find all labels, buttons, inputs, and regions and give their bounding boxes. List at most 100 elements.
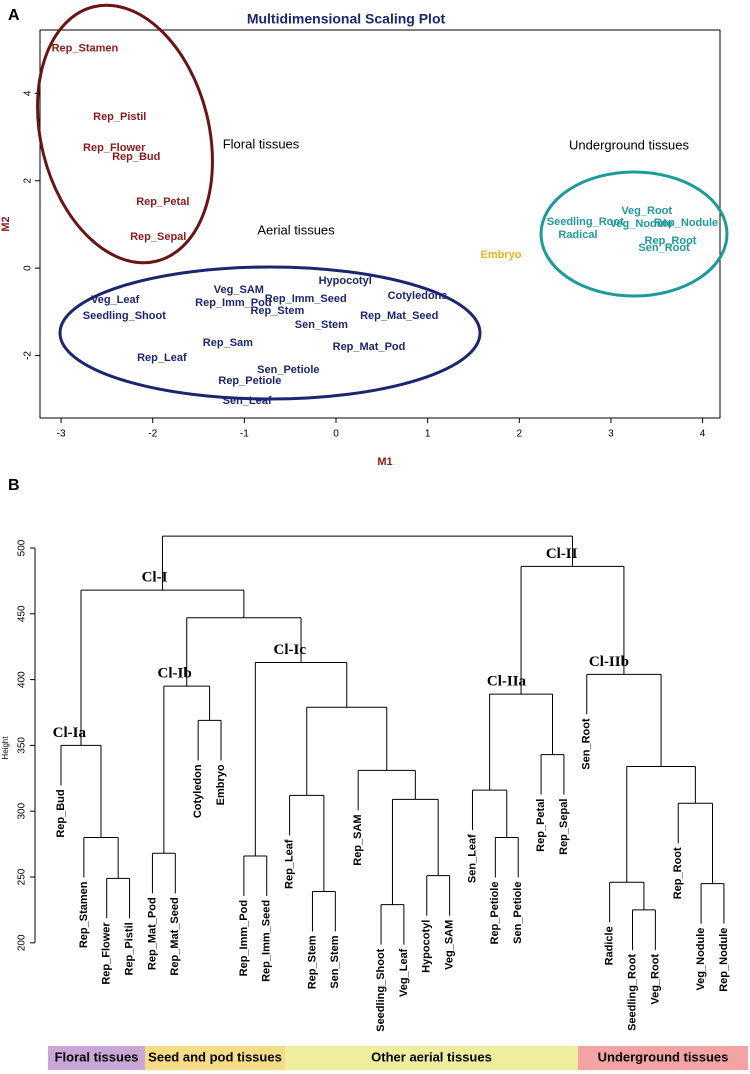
leaf-label: Sen_Root — [581, 718, 593, 770]
cluster-label: Cl-Ib — [158, 666, 192, 682]
point-label: Seedling_Root — [547, 216, 624, 228]
leaf-label: Veg_Nodule — [695, 928, 707, 991]
y-tick-label: 4 — [23, 90, 34, 96]
point-label: Rep_Leaf — [137, 352, 187, 364]
x-tick-label: -2 — [148, 429, 157, 440]
annotation: Aerial tissues — [257, 222, 335, 237]
leaf-label: Rep_Stem — [306, 935, 318, 989]
chart-title: Multidimensional Scaling Plot — [247, 11, 446, 27]
leaf-label: Rep_Mat_Pod — [146, 897, 158, 970]
leaf-label: Sen_Petiole — [512, 882, 524, 944]
leaf-label: Rep_Imm_Pod — [238, 900, 250, 976]
point-label: Rep_Petiole — [218, 375, 281, 387]
x-tick-label: 2 — [517, 429, 523, 440]
group-band — [285, 1046, 578, 1070]
leaf-label: Rep_Leaf — [284, 839, 296, 889]
point-label: Sen_Leaf — [223, 395, 272, 407]
point-label: Rep_Bud — [112, 151, 160, 163]
point-label: Sen_Root — [638, 242, 690, 254]
leaf-label: Veg_Root — [649, 954, 661, 1005]
point-label: Rep_Stem — [250, 305, 304, 317]
floral-ellipse — [36, 3, 214, 265]
group-label: Underground tissues — [598, 1049, 729, 1064]
leaf-label: Rep_Root — [672, 847, 684, 899]
panel-label: A — [8, 7, 20, 24]
y-tick-label: 500 — [17, 539, 28, 556]
y-tick-label: 400 — [17, 671, 28, 688]
group-label: Other aerial tissues — [371, 1049, 492, 1064]
leaf-label: Rep_Imm_Seed — [261, 900, 273, 982]
x-tick-label: 3 — [608, 429, 614, 440]
point-label: Rep_Root — [645, 235, 697, 247]
y-tick-label: 350 — [17, 737, 28, 754]
point-label: Rep_Sepal — [130, 231, 186, 243]
y-tick-label: 0 — [23, 265, 34, 271]
leaf-label: Veg_SAM — [444, 920, 456, 970]
plot-frame — [39, 29, 721, 419]
aerial-ellipse — [58, 265, 482, 401]
y-axis-label: Height — [1, 736, 10, 760]
annotation: Floral tissues — [223, 136, 300, 151]
x-tick-label: 0 — [333, 429, 339, 440]
cluster-label: Cl-I — [142, 570, 168, 586]
point-label: Rep_Flower — [83, 142, 146, 154]
x-tick-label: 4 — [700, 429, 706, 440]
point-label: Rep_Imm_Seed — [265, 293, 347, 305]
point-label: Veg_SAM — [214, 284, 264, 296]
leaf-label: Rep_Petal — [535, 799, 547, 852]
cluster-label: Cl-Ia — [53, 725, 87, 741]
point-label: Seedling_Shoot — [83, 310, 166, 322]
point-label: Rep_Mat_Seed — [360, 310, 438, 322]
y-tick-label: 200 — [17, 934, 28, 951]
leaf-label: Radicle — [604, 926, 616, 965]
group-band — [145, 1046, 285, 1070]
x-tick-label: 1 — [425, 429, 431, 440]
leaf-label: Rep_Stamen — [78, 881, 90, 948]
y-axis-label: M2 — [0, 216, 12, 231]
cluster-label: Cl-II — [546, 546, 578, 562]
point-label: Rep_Imm_Pod — [195, 297, 271, 309]
leaf-label: Rep_Sepal — [558, 799, 570, 855]
point-label: Veg_Leaf — [91, 294, 140, 306]
point-label: Embryo — [480, 249, 521, 261]
y-tick-label: 2 — [23, 178, 34, 184]
leaf-label: Seedling_Root — [626, 954, 638, 1031]
leaf-label: Embryo — [215, 764, 227, 805]
annotation: Underground tissues — [569, 137, 689, 152]
group-label: Seed and pod tissues — [148, 1049, 282, 1064]
point-label: Rep_Petal — [136, 196, 189, 208]
cluster-label: Cl-IIa — [487, 674, 527, 690]
leaf-label: Sen_Stem — [329, 935, 341, 988]
point-label: Rep_Mat_Pod — [333, 341, 406, 353]
group-label: Floral tissues — [55, 1049, 139, 1064]
point-label: Veg_Nodule — [610, 218, 673, 230]
point-label: Radical — [558, 229, 597, 241]
leaf-label: Rep_Mat_Seed — [169, 897, 181, 975]
x-tick-label: -3 — [57, 429, 66, 440]
point-label: Sen_Petiole — [257, 364, 319, 376]
group-band — [48, 1046, 145, 1070]
leaf-label: Rep_Flower — [101, 922, 113, 985]
y-tick-label: 250 — [17, 868, 28, 885]
y-tick-label: 450 — [17, 605, 28, 622]
point-label: Rep_Pistil — [93, 111, 146, 123]
leaf-label: Veg_Leaf — [398, 948, 410, 997]
leaf-label: Rep_Pistil — [123, 922, 135, 975]
leaf-label: Cotyledon — [192, 764, 204, 818]
point-label: Sen_Stem — [295, 319, 348, 331]
x-tick-label: -1 — [240, 429, 249, 440]
cluster-label: Cl-IIb — [589, 654, 629, 670]
x-axis-label: M1 — [377, 456, 392, 468]
leaf-label: Hypocotyl — [421, 920, 433, 973]
point-label: Rep_Sam — [203, 337, 253, 349]
leaf-label: Rep_Nodule — [718, 928, 730, 992]
point-label: Hypocotyl — [319, 275, 372, 287]
leaf-label: Seedling_Shoot — [375, 948, 387, 1031]
leaf-label: Sen_Leaf — [466, 834, 478, 883]
y-tick-label: 300 — [17, 802, 28, 819]
point-label: Veg_Root — [621, 205, 672, 217]
underground-ellipse — [539, 170, 729, 298]
point-label: Cotyledons — [388, 290, 448, 302]
leaf-label: Rep_Bud — [55, 789, 67, 837]
